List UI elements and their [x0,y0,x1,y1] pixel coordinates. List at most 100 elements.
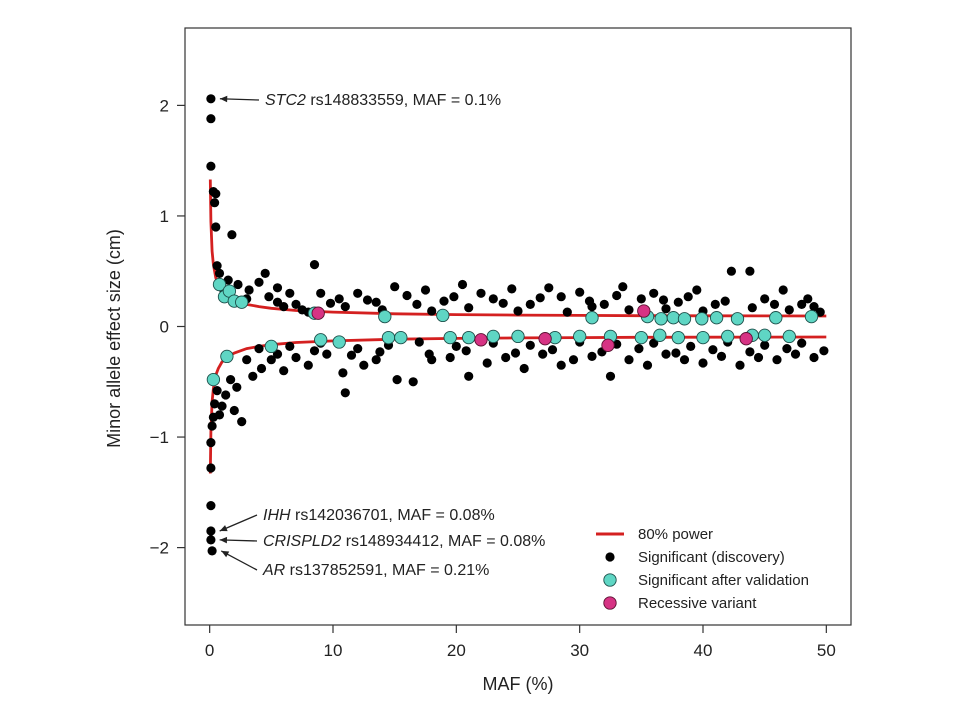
discovery-point [476,288,486,298]
discovery-point [584,296,595,306]
discovery-point [671,348,681,358]
arrow-head [221,550,230,558]
discovery-point [206,161,216,171]
discovery-point [210,399,220,409]
discovery-point [206,535,216,545]
validated-point [677,312,692,326]
validated-point [462,330,476,345]
discovery-point [618,282,628,292]
discovery-point [206,463,216,473]
discovery-point [242,355,252,365]
variant-info: rs148934412, MAF = 0.08% [341,533,545,550]
y-tick-label: 0 [160,318,169,337]
annotation-label: STC2 rs148833559, MAF = 0.1% [265,92,501,109]
y-tick-label: 1 [160,207,169,226]
discovery-point [309,260,320,270]
discovery-point [371,297,381,307]
validated-point [436,308,450,323]
discovery-point [692,285,702,295]
discovery-point [211,189,221,199]
discovery-point [279,302,289,312]
validated-point [695,312,709,326]
recessive-point [311,306,325,320]
discovery-point [254,344,264,354]
annotation-label: CRISPLD2 rs148934412, MAF = 0.08% [263,533,545,550]
validated-point [206,372,221,387]
discovery-point [525,299,535,309]
legend-label: Recessive variant [638,595,757,612]
discovery-point [214,410,225,420]
discovery-point [285,288,295,298]
discovery-point [210,198,220,208]
variant-info: rs142036701, MAF = 0.08% [291,507,495,524]
discovery-point [206,94,216,104]
validated-point [511,329,525,344]
discovery-point [498,298,508,308]
x-tick-label: 50 [817,641,836,660]
validated-point [443,330,457,345]
discovery-point [538,349,548,359]
discovery-point [248,371,258,381]
discovery-point [513,306,523,316]
legend-recessive-swatch [603,596,617,610]
discovery-point [229,405,239,416]
discovery-point [291,352,301,363]
discovery-point [612,290,622,301]
discovery-point [547,345,558,355]
discovery-point [778,285,788,295]
discovery-point [322,349,332,359]
discovery-point [412,299,422,309]
discovery-point [254,277,264,287]
validated-point [769,311,783,325]
discovery-point [232,382,242,392]
discovery-point [362,295,373,305]
discovery-point [221,390,231,400]
discovery-point [449,292,459,302]
discovery-point [753,352,764,363]
discovery-point [784,305,794,315]
discovery-point [207,421,217,431]
discovery-point [488,294,498,304]
discovery-point [720,296,730,306]
discovery-point [745,266,755,276]
discovery-point [256,363,267,374]
y-tick-label: −1 [150,428,169,447]
discovery-point [244,285,254,295]
discovery-point [726,266,737,276]
discovery-point [507,284,517,294]
gene-name: CRISPLD2 [263,533,341,550]
discovery-point [649,338,659,348]
discovery-point [427,306,437,316]
power-curve-lower [208,335,827,474]
validated-point [235,295,249,309]
arrow-head [219,95,228,103]
discovery-point [371,355,381,365]
recessive-point [601,338,615,352]
discovery-point [809,352,819,363]
validated-point [666,311,681,325]
discovery-point [217,401,227,411]
discovery-point [556,292,566,302]
discovery-point [279,366,289,376]
discovery-point [605,371,616,381]
legend-discovery-swatch [605,552,615,562]
discovery-point [237,417,247,427]
discovery-point [809,302,819,312]
validated-point [696,330,710,345]
validated-point [378,309,392,324]
discovery-point [556,360,566,370]
x-tick-label: 40 [694,641,713,660]
y-tick-label: 2 [160,96,169,115]
discovery-point [264,292,274,302]
discovery-point [501,352,511,363]
discovery-point [735,360,745,370]
discovery-point [708,345,718,355]
validated-point [653,328,667,342]
validated-point [782,329,796,344]
recessive-point [474,333,488,347]
discovery-point [340,388,350,398]
discovery-point [316,288,326,298]
discovery-point [747,303,757,313]
discovery-point [803,294,813,304]
validated-point [332,335,346,349]
